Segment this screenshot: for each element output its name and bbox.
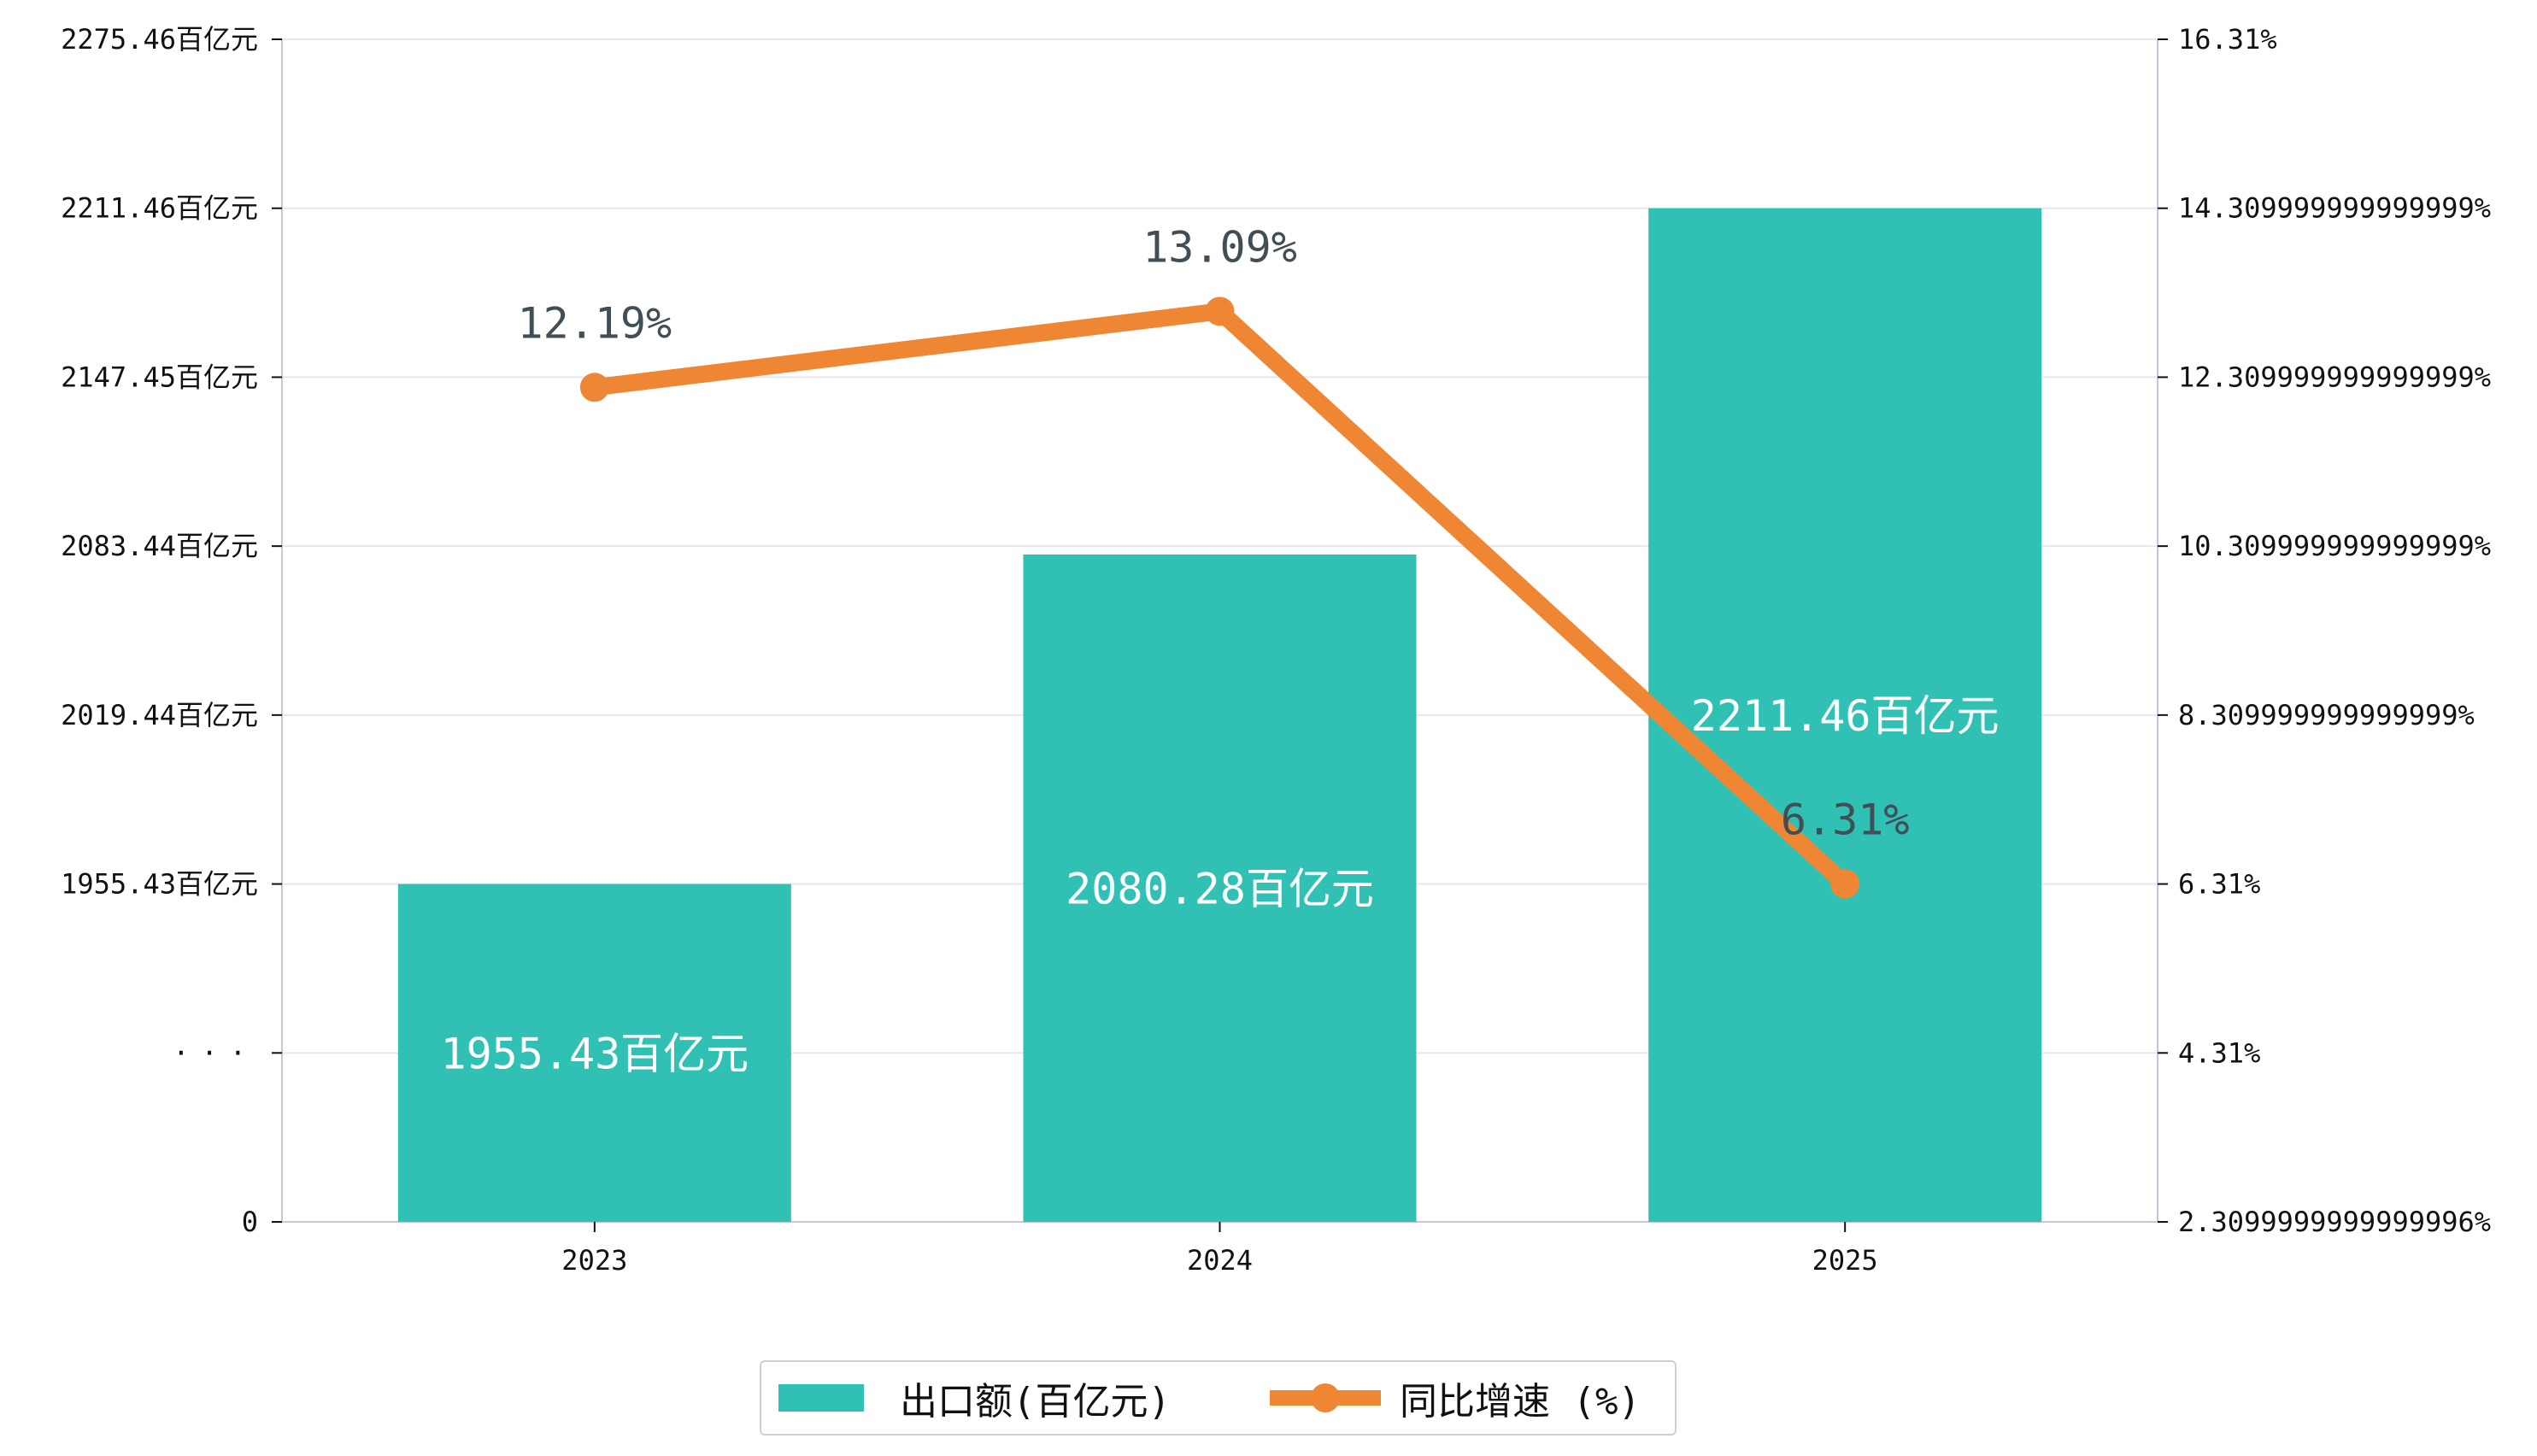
left-tick-label: 0: [242, 1206, 258, 1238]
right-tick-label: 4.31%: [2178, 1036, 2260, 1069]
right-tick-label: 10.309999999999999%: [2178, 530, 2491, 562]
right-tick-label: 14.309999999999999%: [2178, 192, 2491, 225]
right-tick-label: 8.309999999999999%: [2178, 699, 2475, 731]
left-tick-label: ···: [173, 1036, 258, 1069]
left-tick-label: 2275.46百亿元: [61, 23, 258, 56]
left-tick-label: 2211.46百亿元: [61, 192, 258, 225]
left-tick-label: 2147.45百亿元: [61, 361, 258, 393]
line-point: [579, 373, 609, 402]
legend-line-label: 同比增速 (%): [1400, 1380, 1641, 1424]
right-tick-label: 16.31%: [2178, 23, 2277, 56]
legend-bar-label: 出口额(百亿元): [900, 1380, 1171, 1424]
left-tick-label: 2083.44百亿元: [61, 530, 258, 562]
x-tick-label: 2023: [561, 1244, 627, 1277]
legend: 出口额(百亿元) 同比增速 (%): [760, 1360, 1677, 1435]
right-tick-label: 6.31%: [2178, 868, 2260, 901]
line-point: [1830, 869, 1860, 899]
line-data-label: 12.19%: [518, 298, 672, 348]
legend-line-swatch: [1270, 1383, 1381, 1412]
line-point: [1205, 296, 1235, 326]
legend-bar-swatch: [778, 1384, 864, 1412]
legend-item-line: 同比增速 (%): [1270, 1362, 1641, 1434]
bar-data-label: 2080.28百亿元: [1066, 864, 1374, 913]
bar: [1023, 554, 1417, 1222]
bar-data-label: 2211.46百亿元: [1691, 691, 2000, 741]
x-tick-label: 2025: [1812, 1244, 1878, 1277]
bar: [1648, 208, 2042, 1223]
left-tick-label: 1955.43百亿元: [61, 868, 258, 901]
x-tick-label: 2024: [1187, 1244, 1253, 1277]
left-tick-label: 2019.44百亿元: [61, 699, 258, 731]
legend-item-bar: 出口额(百亿元): [778, 1362, 1171, 1434]
right-tick-label: 12.309999999999999%: [2178, 361, 2491, 393]
line-data-label: 6.31%: [1781, 796, 1910, 845]
bar: [397, 884, 791, 1222]
right-tick-label: 2.3099999999999996%: [2178, 1206, 2491, 1238]
bar-data-label: 1955.43百亿元: [440, 1029, 749, 1078]
line-data-label: 13.09%: [1142, 222, 1297, 272]
